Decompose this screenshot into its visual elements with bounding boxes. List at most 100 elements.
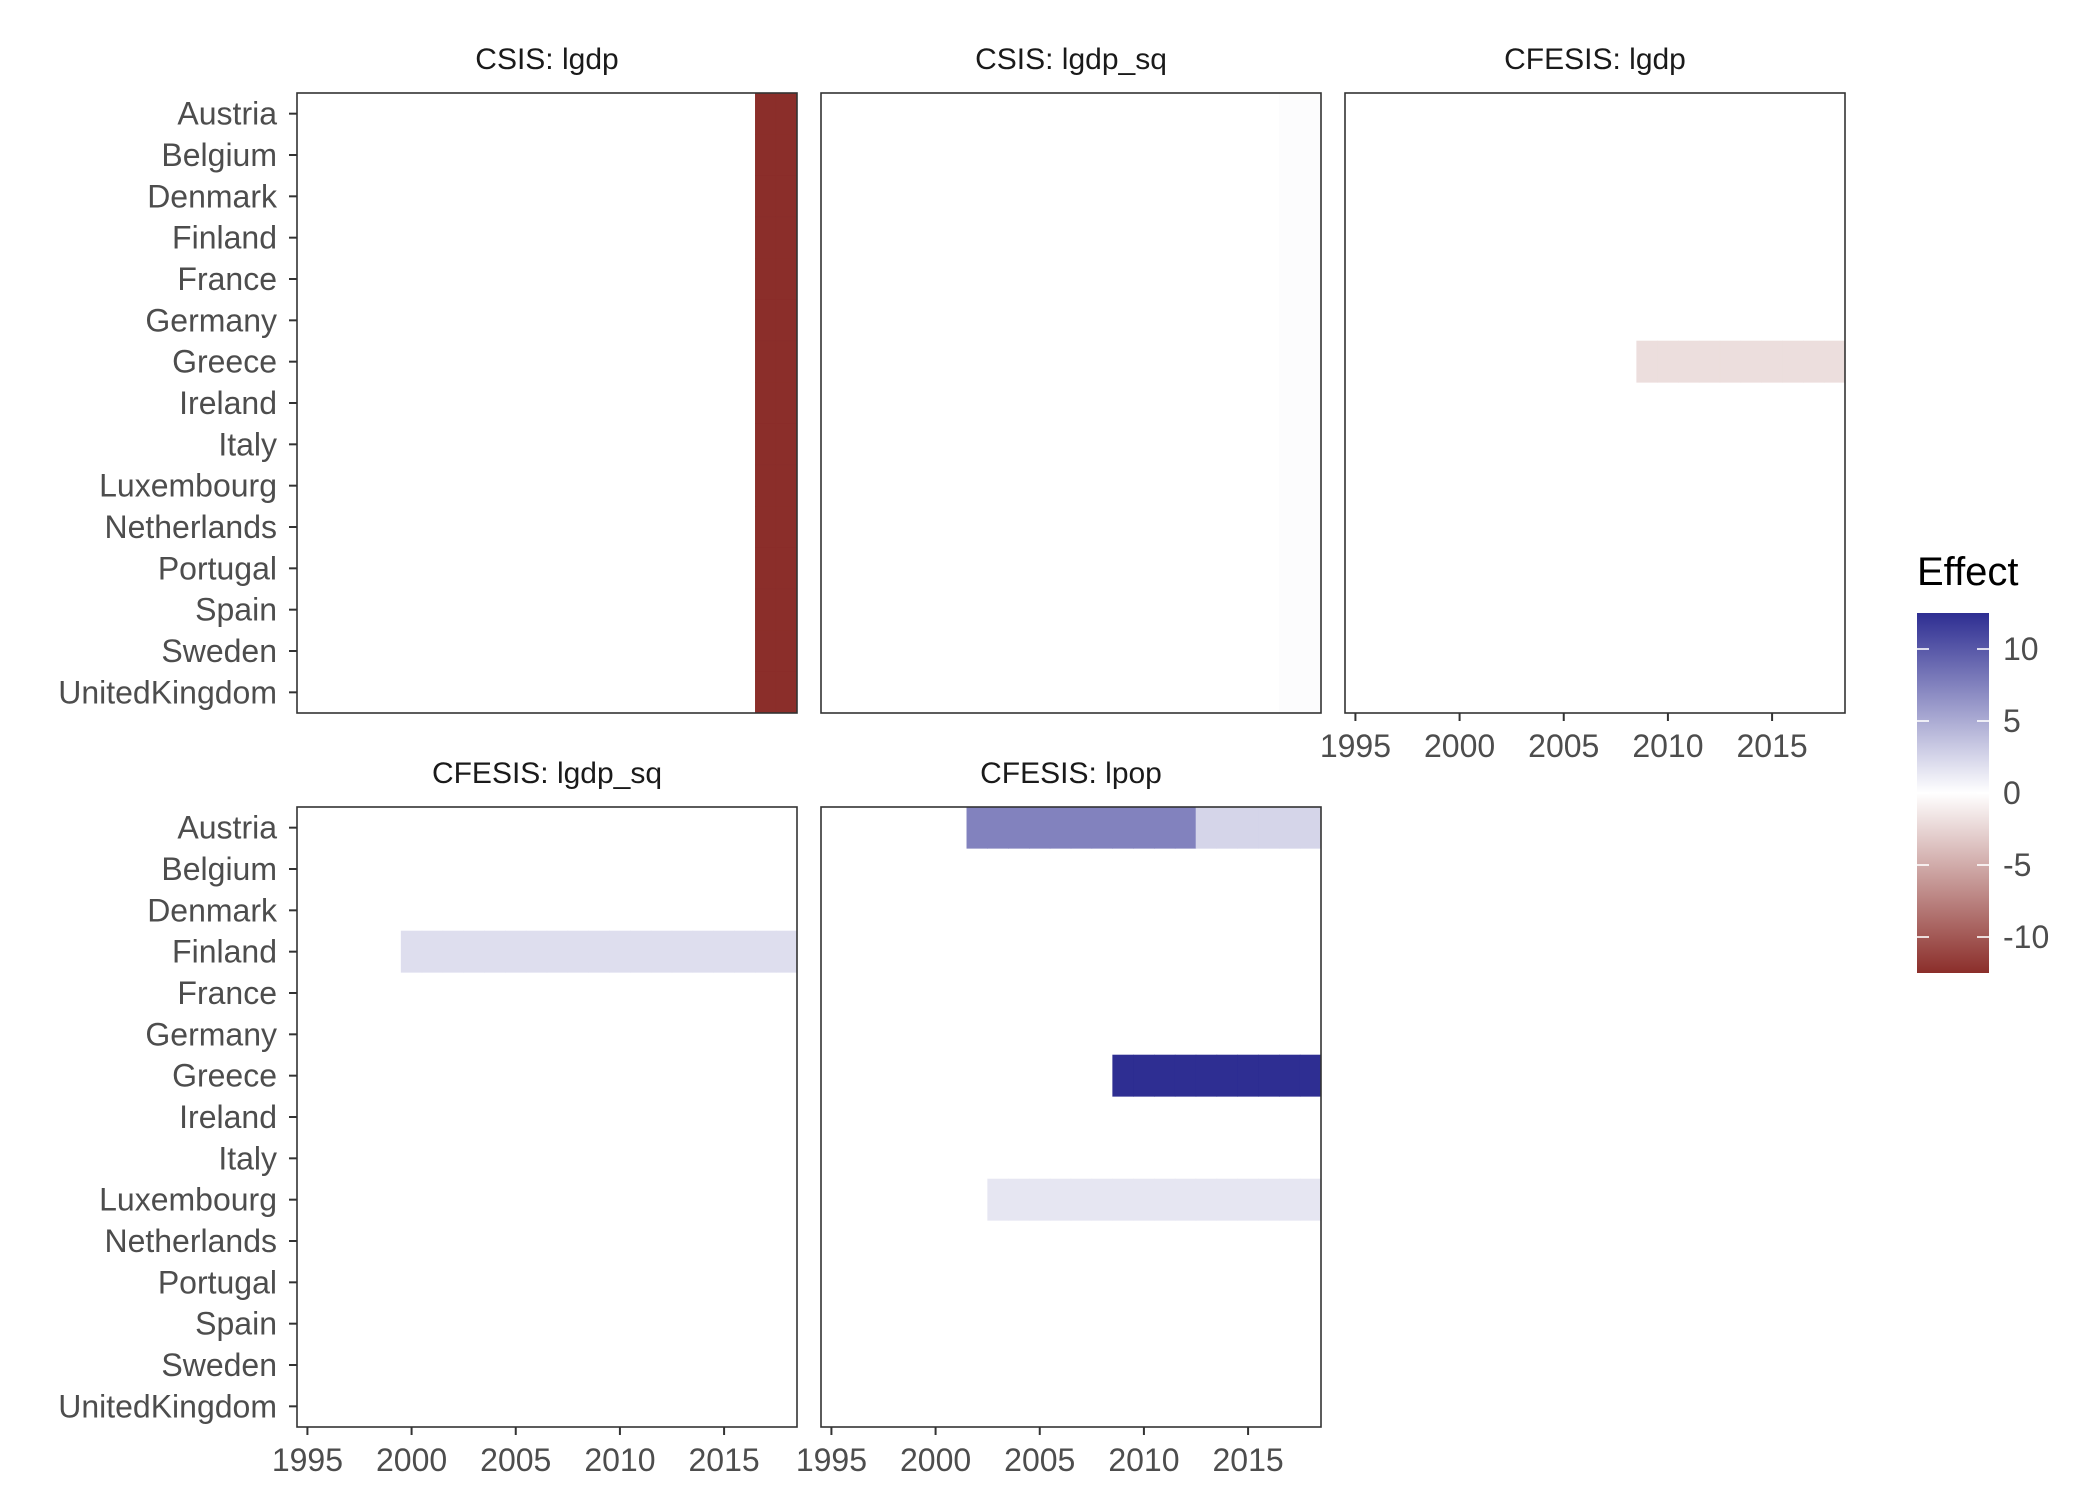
heatmap-tile xyxy=(463,930,485,973)
heatmap-tile xyxy=(1174,1054,1197,1097)
heatmap-tile xyxy=(755,506,777,548)
y-tick-label: Portugal xyxy=(158,1264,277,1300)
heatmap-tile xyxy=(775,382,798,424)
heatmap-tile xyxy=(1258,1178,1280,1221)
heatmap-tile xyxy=(1237,1178,1259,1221)
heatmap-tile xyxy=(1237,806,1259,849)
y-tick-label: Denmark xyxy=(147,178,278,214)
heatmap-tile xyxy=(1154,806,1176,849)
heatmap-tile xyxy=(775,258,798,300)
y-tick-label: Italy xyxy=(218,426,277,462)
y-tick-label: Sweden xyxy=(161,633,277,669)
y-tick-label: Greece xyxy=(172,1058,277,1094)
heatmap-tile xyxy=(1049,1178,1072,1221)
panel-title: CFESIS: lpop xyxy=(980,757,1162,790)
panel-title: CSIS: lgdp_sq xyxy=(975,43,1167,76)
heatmap-tile xyxy=(987,806,1009,849)
heatmap-tile xyxy=(1299,216,1322,259)
legend-title: Effect xyxy=(1917,550,2019,594)
y-tick-label: Spain xyxy=(195,1306,277,1342)
heatmap-tile xyxy=(1133,1178,1155,1221)
heatmap-tile xyxy=(1761,340,1783,383)
heatmap-tile xyxy=(755,588,777,631)
heatmap-tile xyxy=(1823,340,1846,383)
heatmap-tile xyxy=(775,464,798,507)
heatmap-tile xyxy=(1299,588,1322,631)
heatmap-tile xyxy=(987,1178,1009,1221)
x-tick-label: 2010 xyxy=(584,1442,655,1478)
heatmap-tile xyxy=(1195,1054,1218,1097)
heatmap-tile xyxy=(1216,806,1238,849)
heatmap-tile xyxy=(775,175,798,218)
heatmap-tile xyxy=(734,930,756,973)
panel-background xyxy=(821,93,1321,713)
heatmap-tile xyxy=(1678,340,1700,383)
heatmap-tile xyxy=(775,671,798,714)
x-tick-label: 2015 xyxy=(1736,728,1807,764)
heatmap-tile xyxy=(1719,340,1742,383)
heatmap-tile xyxy=(567,930,589,973)
heatmap-tile xyxy=(713,930,735,973)
heatmap-tile xyxy=(1091,1178,1113,1221)
heatmap-tile xyxy=(1279,506,1301,548)
heatmap-tile xyxy=(1698,340,1721,383)
heatmap-tile xyxy=(1279,216,1301,259)
heatmap-tile xyxy=(1279,258,1301,300)
heatmap-tile xyxy=(1299,806,1322,849)
heatmap-tile xyxy=(1299,464,1322,507)
panel-background xyxy=(821,807,1321,1427)
panel-background xyxy=(297,93,797,713)
y-tick-label: France xyxy=(177,975,277,1011)
heatmap-tile xyxy=(966,806,988,849)
heatmap-tile xyxy=(400,930,423,973)
y-tick-label: Germany xyxy=(145,1016,277,1052)
x-tick-label: 2005 xyxy=(1004,1442,1075,1478)
heatmap-tile xyxy=(1279,671,1301,714)
heatmap-tile xyxy=(1174,806,1197,849)
heatmap-tile xyxy=(484,930,506,973)
heatmap-tile xyxy=(775,423,798,466)
y-tick-label: Luxembourg xyxy=(99,1182,277,1218)
x-tick-label: 2000 xyxy=(376,1442,447,1478)
x-tick-label: 2005 xyxy=(480,1442,551,1478)
x-tick-label: 1995 xyxy=(1320,728,1391,764)
heatmap-tile xyxy=(1279,92,1301,135)
y-tick-label: Finland xyxy=(172,934,277,970)
heatmap-tile xyxy=(1279,630,1301,672)
heatmap-tile xyxy=(1279,1054,1301,1097)
y-tick-label: Austria xyxy=(177,810,277,846)
y-tick-label: Greece xyxy=(172,344,277,380)
heatmap-tile xyxy=(1803,340,1825,383)
x-tick-label: 2010 xyxy=(1632,728,1703,764)
y-tick-label: UnitedKingdom xyxy=(58,1388,277,1424)
heatmap-tile xyxy=(755,671,777,714)
heatmap-tile xyxy=(1195,806,1218,849)
heatmap-tile xyxy=(505,930,527,973)
heatmap-tile xyxy=(1279,340,1301,383)
heatmap-tile xyxy=(1279,423,1301,466)
heatmap-tile xyxy=(1299,134,1322,176)
heatmap-tile xyxy=(775,547,798,590)
y-tick-label: Belgium xyxy=(161,851,277,887)
heatmap-tile xyxy=(775,930,798,973)
panel-background xyxy=(297,807,797,1427)
y-tick-label: UnitedKingdom xyxy=(58,674,277,710)
x-tick-label: 1995 xyxy=(796,1442,867,1478)
heatmap-tile xyxy=(775,216,798,259)
y-tick-label: Denmark xyxy=(147,892,278,928)
heatmap-tile xyxy=(421,930,444,973)
heatmap-tile xyxy=(1008,806,1030,849)
panel-border xyxy=(1344,92,1846,714)
heatmap-tile xyxy=(1279,299,1301,342)
heatmap-tile xyxy=(1091,806,1113,849)
heatmap-tile xyxy=(775,92,798,135)
x-tick-label: 2000 xyxy=(1424,728,1495,764)
y-tick-label: Italy xyxy=(218,1140,277,1176)
heatmap-tile xyxy=(1279,175,1301,218)
heatmap-tile xyxy=(755,630,777,672)
panel-border xyxy=(820,806,1322,1428)
heatmap-tile xyxy=(755,299,777,342)
heatmap-tile xyxy=(1782,340,1804,383)
panel-csis-lgdp-sq: CSIS: lgdp_sq xyxy=(820,43,1322,714)
